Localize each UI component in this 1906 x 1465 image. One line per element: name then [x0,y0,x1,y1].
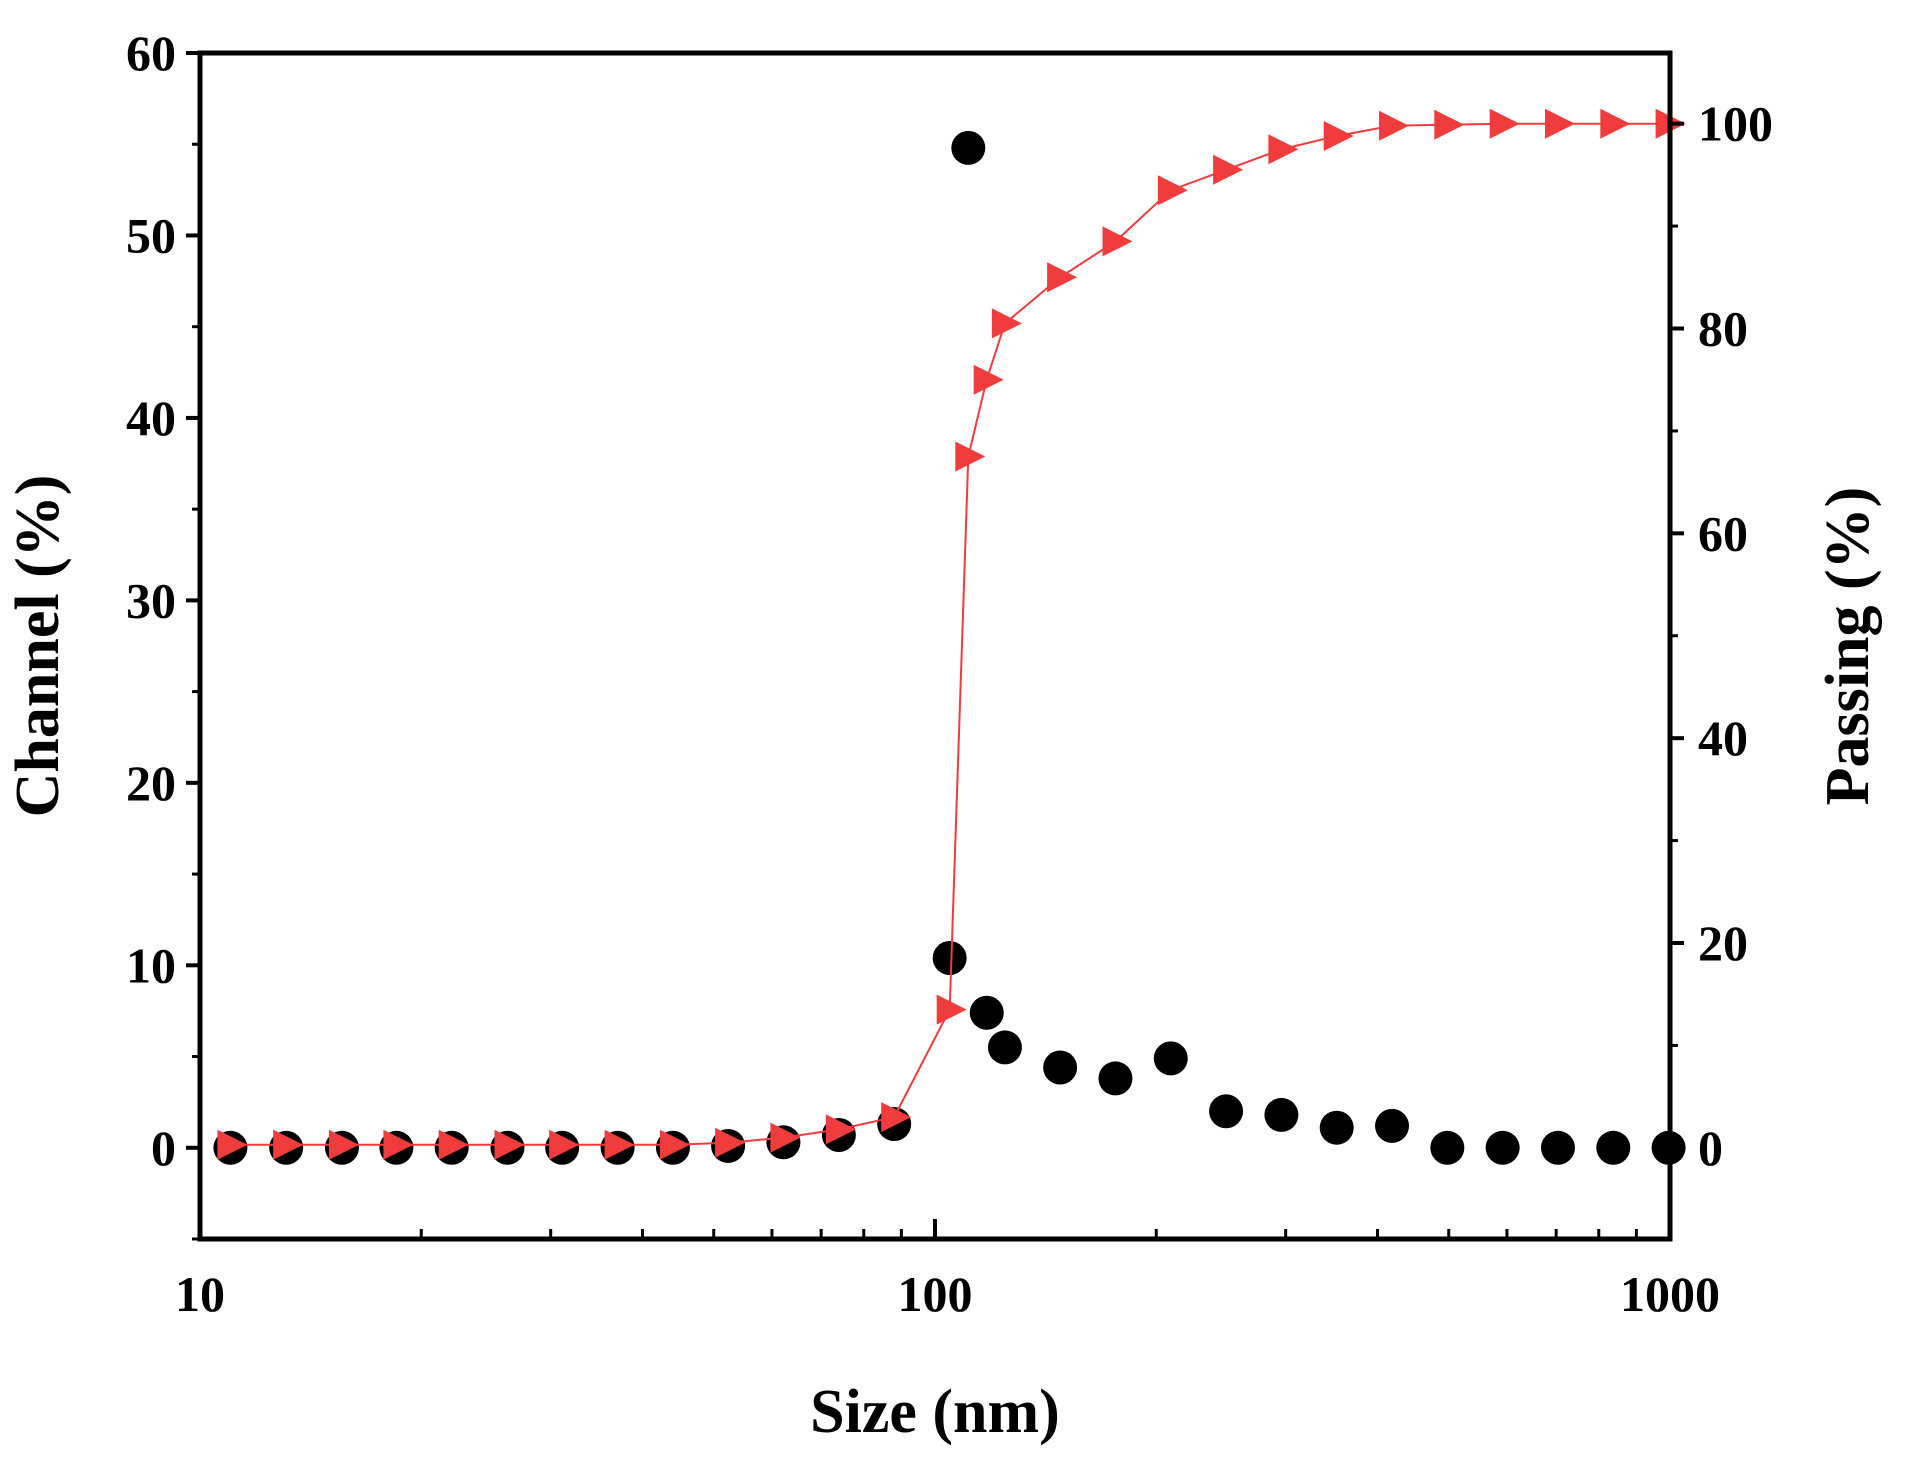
passing-point [494,1129,525,1160]
y-tick-label: 10 [126,937,176,993]
channel-point [1596,1130,1631,1165]
channel-point [1264,1097,1299,1132]
y-tick-label: 30 [126,572,176,628]
passing-point [825,1114,856,1145]
passing-point [383,1129,414,1160]
y-tick-label: 50 [126,207,176,263]
y2-tick-label: 0 [1698,1120,1723,1176]
passing-point [438,1129,469,1160]
channel-point [1540,1130,1575,1165]
channel-point [1153,1041,1188,1076]
passing-point [549,1129,580,1160]
channel-point [1319,1110,1354,1145]
passing-point [273,1129,304,1160]
passing-point [328,1129,359,1160]
y2-tick-label: 100 [1698,96,1773,152]
channel-point [1430,1130,1465,1165]
x-tick-label: 1000 [1620,1266,1720,1322]
passing-point [604,1129,635,1160]
passing-point [1047,262,1078,293]
y-tick-label: 20 [126,755,176,811]
passing-point [955,441,986,472]
y2-tick-label: 20 [1698,915,1748,971]
passing-point [217,1129,248,1160]
passing-point [1268,134,1299,165]
y-tick-label: 40 [126,390,176,446]
channel-point [1043,1050,1078,1085]
channel-point [1375,1108,1410,1143]
passing-point [1545,108,1575,139]
passing-point [1102,226,1133,257]
passing-point [770,1122,801,1153]
passing-point [1213,154,1244,185]
passing-point [973,364,1004,395]
channel-point [1209,1094,1244,1129]
x-tick-label: 10 [175,1266,225,1322]
channel-point [932,941,967,976]
passing-point [881,1102,912,1133]
y2-tick-label: 80 [1698,301,1748,357]
channel-point [1098,1061,1133,1096]
passing-point [715,1127,746,1158]
passing-point [1157,175,1188,206]
channel-point [987,1030,1022,1065]
passing-point [1600,108,1631,139]
y-tick-label: 60 [126,25,176,81]
y2-axis-title: Passing (%) [1814,487,1882,806]
y-tick-label: 0 [151,1120,176,1176]
passing-point [1434,109,1465,140]
y2-tick-label: 40 [1698,710,1748,766]
passing-point [1323,121,1354,151]
channel-point [951,130,986,165]
passing-point [1379,110,1409,141]
passing-point [991,308,1022,339]
passing-point [659,1129,690,1160]
passing-point [1489,108,1520,139]
channel-point [969,995,1004,1030]
passing-point [936,994,967,1025]
x-axis-title: Size (nm) [810,1378,1060,1446]
channel-point [1485,1130,1520,1165]
y-axis-title: Channel (%) [4,475,72,818]
x-tick-label: 100 [898,1266,973,1322]
y2-tick-label: 60 [1698,505,1748,561]
